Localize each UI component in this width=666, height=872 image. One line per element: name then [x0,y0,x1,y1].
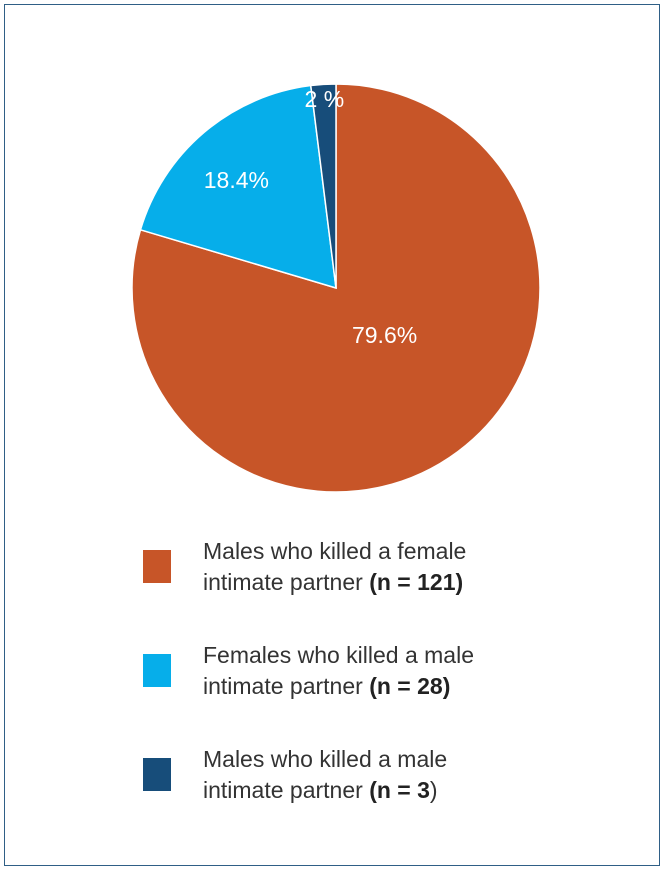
legend-swatch [143,654,171,687]
legend-item-male-killed-male: Males who killed a male intimate partner… [143,744,583,824]
pie-slice [139,84,337,290]
legend-label: Males who killed a male intimate partner… [203,746,448,803]
legend-item-female-killed-male: Females who killed a male intimate partn… [143,640,583,720]
legend-label: Females who killed a male intimate partn… [203,642,475,699]
slice-percent-label: 2 % [305,86,345,112]
legend-swatch [143,550,171,583]
legend-swatch [143,758,171,791]
pie-slice [309,83,337,289]
slice-percent-label: 18.4% [204,167,269,193]
slice-percent-label: 79.6% [352,322,417,348]
legend-label: Males who killed a female intimate partn… [203,538,467,595]
legend-item-male-killed-female: Males who killed a female intimate partn… [143,536,583,616]
